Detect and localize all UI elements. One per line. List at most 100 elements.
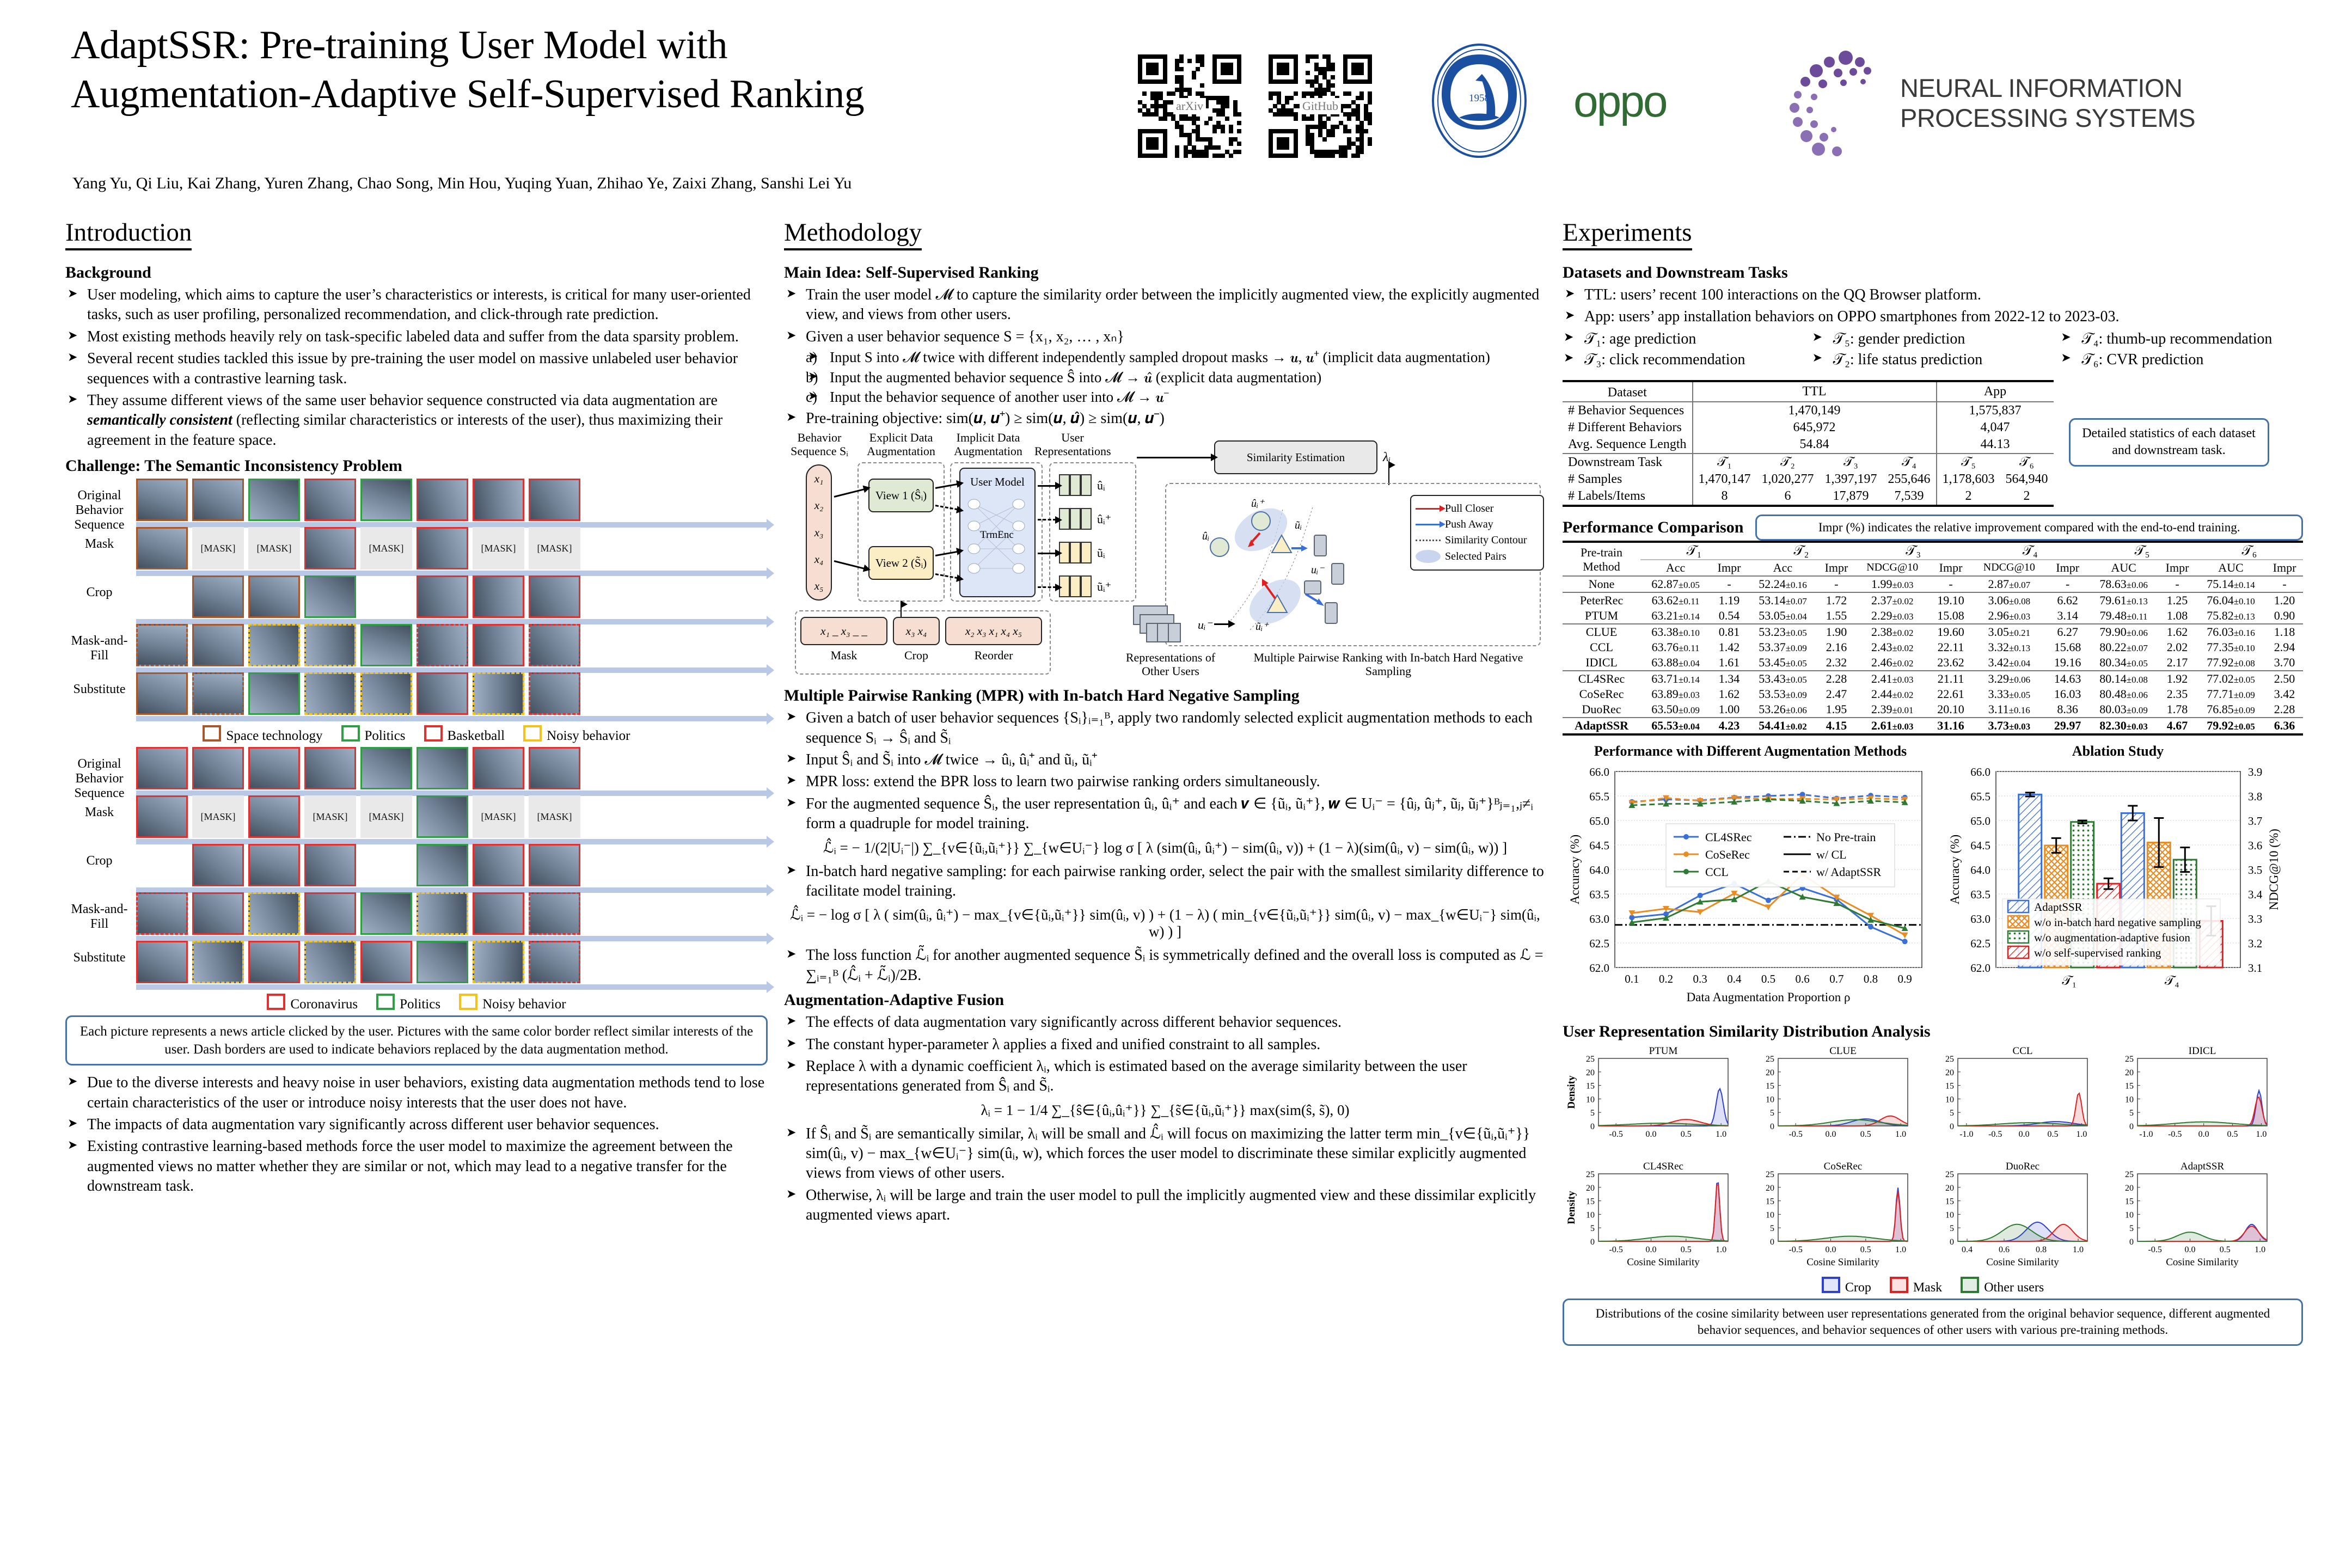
table-cell: 2.35	[2166, 687, 2188, 701]
lambda-label: λᵢ	[1383, 450, 1391, 465]
svg-text:0.0: 0.0	[1825, 1130, 1836, 1139]
user-representation-vector	[1059, 508, 1092, 530]
svg-text:0: 0	[2129, 1238, 2134, 1247]
table-cell: 65.53±0.04	[1651, 718, 1700, 732]
neurips-text: NEURAL INFORMATION PROCESSING SYSTEMS	[1900, 73, 2196, 133]
svg-text:64.0: 64.0	[1970, 863, 1990, 877]
table-cell: 0.54	[1718, 608, 1740, 622]
table-cell: 63.21±0.14	[1651, 608, 1700, 622]
table-cell: 2.38±0.02	[1871, 624, 1914, 639]
list-item: a)Input S into 𝓜 twice with different in…	[806, 348, 1546, 367]
legend-item: Push Away	[1416, 518, 1539, 531]
behavior-image	[304, 941, 356, 984]
svg-text:10: 10	[1766, 1210, 1774, 1220]
ablation-bar-chart: 62.0 62.5 63.0 63.5 64.0 64.5 65.0 65.5 …	[1948, 765, 2281, 988]
sequence-arrow	[136, 713, 774, 725]
svg-text:0.5: 0.5	[1681, 1130, 1692, 1139]
svg-text:ũᵢ⁺: ũᵢ⁺	[1255, 621, 1269, 633]
grid-row-label: Crop	[86, 854, 113, 868]
table-cell: 1.62	[1718, 687, 1740, 701]
table-cell: 1.00	[1718, 702, 1740, 716]
table-cell: 52.24±0.16	[1759, 577, 1807, 591]
table-cell: 3.73±0.03	[1988, 718, 2031, 732]
table-row: CCL 63.76±0.11 1.42 53.37±0.09 2.16 2.43±0.02…	[1563, 640, 2303, 655]
svg-text:15: 15	[2125, 1082, 2134, 1091]
table-cell: 77.92±0.08	[2207, 655, 2255, 669]
behavior-image	[416, 892, 468, 935]
qr-code-github[interactable]: GitHub	[1269, 54, 1373, 158]
list-item: App: users’ app installation behaviors o…	[1563, 307, 2303, 327]
table-cell: 63.89±0.03	[1651, 687, 1700, 701]
table-cell: 63.71±0.14	[1651, 671, 1700, 685]
flow-arrow	[1038, 584, 1062, 592]
behavior-image	[416, 624, 468, 667]
table-cell: 15.68	[2054, 640, 2081, 654]
svg-text:62.0: 62.0	[1970, 961, 1990, 975]
svg-text:5: 5	[1950, 1108, 1954, 1118]
dotted-line-icon	[1416, 540, 1441, 542]
table-cell: 8.36	[2057, 702, 2078, 716]
table-cell: 3.05±0.21	[1988, 624, 2031, 639]
legend-swatch	[1961, 1276, 1980, 1293]
svg-text:CL4SRec: CL4SRec	[1705, 830, 1752, 844]
neurips-line-1: NEURAL INFORMATION	[1900, 74, 2183, 102]
list-item: Given a batch of user behavior sequences…	[784, 708, 1546, 748]
sequence-item: x₃	[814, 525, 824, 539]
augmentation-example-box: x₂ x₃ x₁ x₄ x₅	[945, 617, 1042, 646]
behavior-image	[416, 527, 468, 570]
dataset-list: TTL: users’ recent 100 interactions on t…	[1563, 285, 2303, 327]
table-cell: 77.71±0.09	[2207, 687, 2255, 701]
table-cell: 2.28	[2274, 702, 2295, 716]
svg-text:Density: Density	[1566, 1191, 1577, 1224]
table-row	[136, 575, 768, 622]
svg-text:3.4: 3.4	[2248, 888, 2263, 901]
title-line-1: AdaptSSR: Pre-training User Model with	[71, 23, 728, 68]
augmentation-example-box: x₃ x₄	[893, 617, 940, 646]
mask-token-cell: [MASK]	[360, 795, 412, 838]
table-row: Downstream Task 𝒯₁ 𝒯₂ 𝒯₃ 𝒯₄ 𝒯₅ 𝒯₆	[1563, 454, 2054, 471]
legend-item: Basketball	[424, 725, 505, 744]
behavior-image	[192, 892, 244, 935]
svg-text:63.5: 63.5	[1589, 888, 1609, 901]
sequence-arrow	[136, 567, 774, 580]
section-title-experiments: Experiments	[1563, 218, 1692, 250]
list-item: The loss function ℒ̃ᵢ for another augmen…	[784, 946, 1546, 985]
table-cell: -	[2282, 577, 2287, 591]
table-cell: 2.02	[2166, 640, 2188, 654]
grid-caption: Each picture represents a news article c…	[65, 1015, 768, 1066]
table-cell: 2.96±0.03	[1988, 608, 2031, 622]
overall-loss-list: The loss function ℒ̃ᵢ for another augmen…	[784, 946, 1546, 985]
grid-row-label: Substitute	[73, 951, 126, 965]
svg-text:5: 5	[1950, 1224, 1954, 1233]
chart-title-ablation: Ablation Study	[2072, 743, 2164, 759]
task-item: ➤ 𝒯₆: CVR prediction	[2061, 351, 2204, 369]
mask-token-cell: [MASK]	[192, 527, 244, 570]
list-item: Most existing methods heavily rely on ta…	[65, 327, 768, 347]
list-item: For the augmented sequence Ŝᵢ, the user …	[784, 794, 1546, 834]
similarity-density-grid: PTUM 0 5 10 15 20 25 -0.5 0.0 0.5 1.0 Den…	[1566, 1045, 2268, 1268]
list-item: Input Ŝᵢ and S̃ᵢ into 𝓜 twice → ûᵢ, ûᵢ⁺ …	[784, 750, 1546, 770]
table-row: IDICL 63.88±0.04 1.61 53.45±0.05 2.32 2.46±0.…	[1563, 655, 2303, 671]
table-cell: 2.50	[2274, 671, 2295, 685]
svg-text:0.5: 0.5	[1860, 1130, 1871, 1139]
flow-arrow	[1038, 549, 1062, 558]
intro-background-list: User modeling, which aims to capture the…	[65, 285, 768, 450]
behavior-image	[473, 844, 524, 887]
table-row: Avg. Sequence Length 54.84 44.13	[1563, 436, 2054, 454]
augmentation-method-name: Crop	[904, 648, 928, 663]
svg-text:0.8: 0.8	[1864, 972, 1878, 985]
svg-text:ûᵢ: ûᵢ	[1202, 530, 1209, 542]
flow-arrow	[1214, 620, 1235, 628]
svg-text:5: 5	[2129, 1108, 2134, 1118]
behavior-image	[360, 672, 412, 715]
svg-text:𝒯₄: 𝒯₄	[2165, 974, 2179, 988]
section-title-methodology: Methodology	[784, 218, 922, 250]
table-cell: 1.92	[2166, 671, 2188, 685]
diagram-column-caption: User Representations	[1034, 431, 1111, 458]
fusion-list-2: If Ŝᵢ and S̃ᵢ are semantically similar, …	[784, 1124, 1546, 1226]
svg-text:0: 0	[1770, 1122, 1774, 1131]
user-model-box: User Model	[959, 468, 1036, 598]
sequence-arrow	[136, 981, 774, 994]
qr-code-arxiv[interactable]: arXiv	[1138, 54, 1242, 158]
table-cell: 63.62±0.11	[1651, 593, 1700, 607]
